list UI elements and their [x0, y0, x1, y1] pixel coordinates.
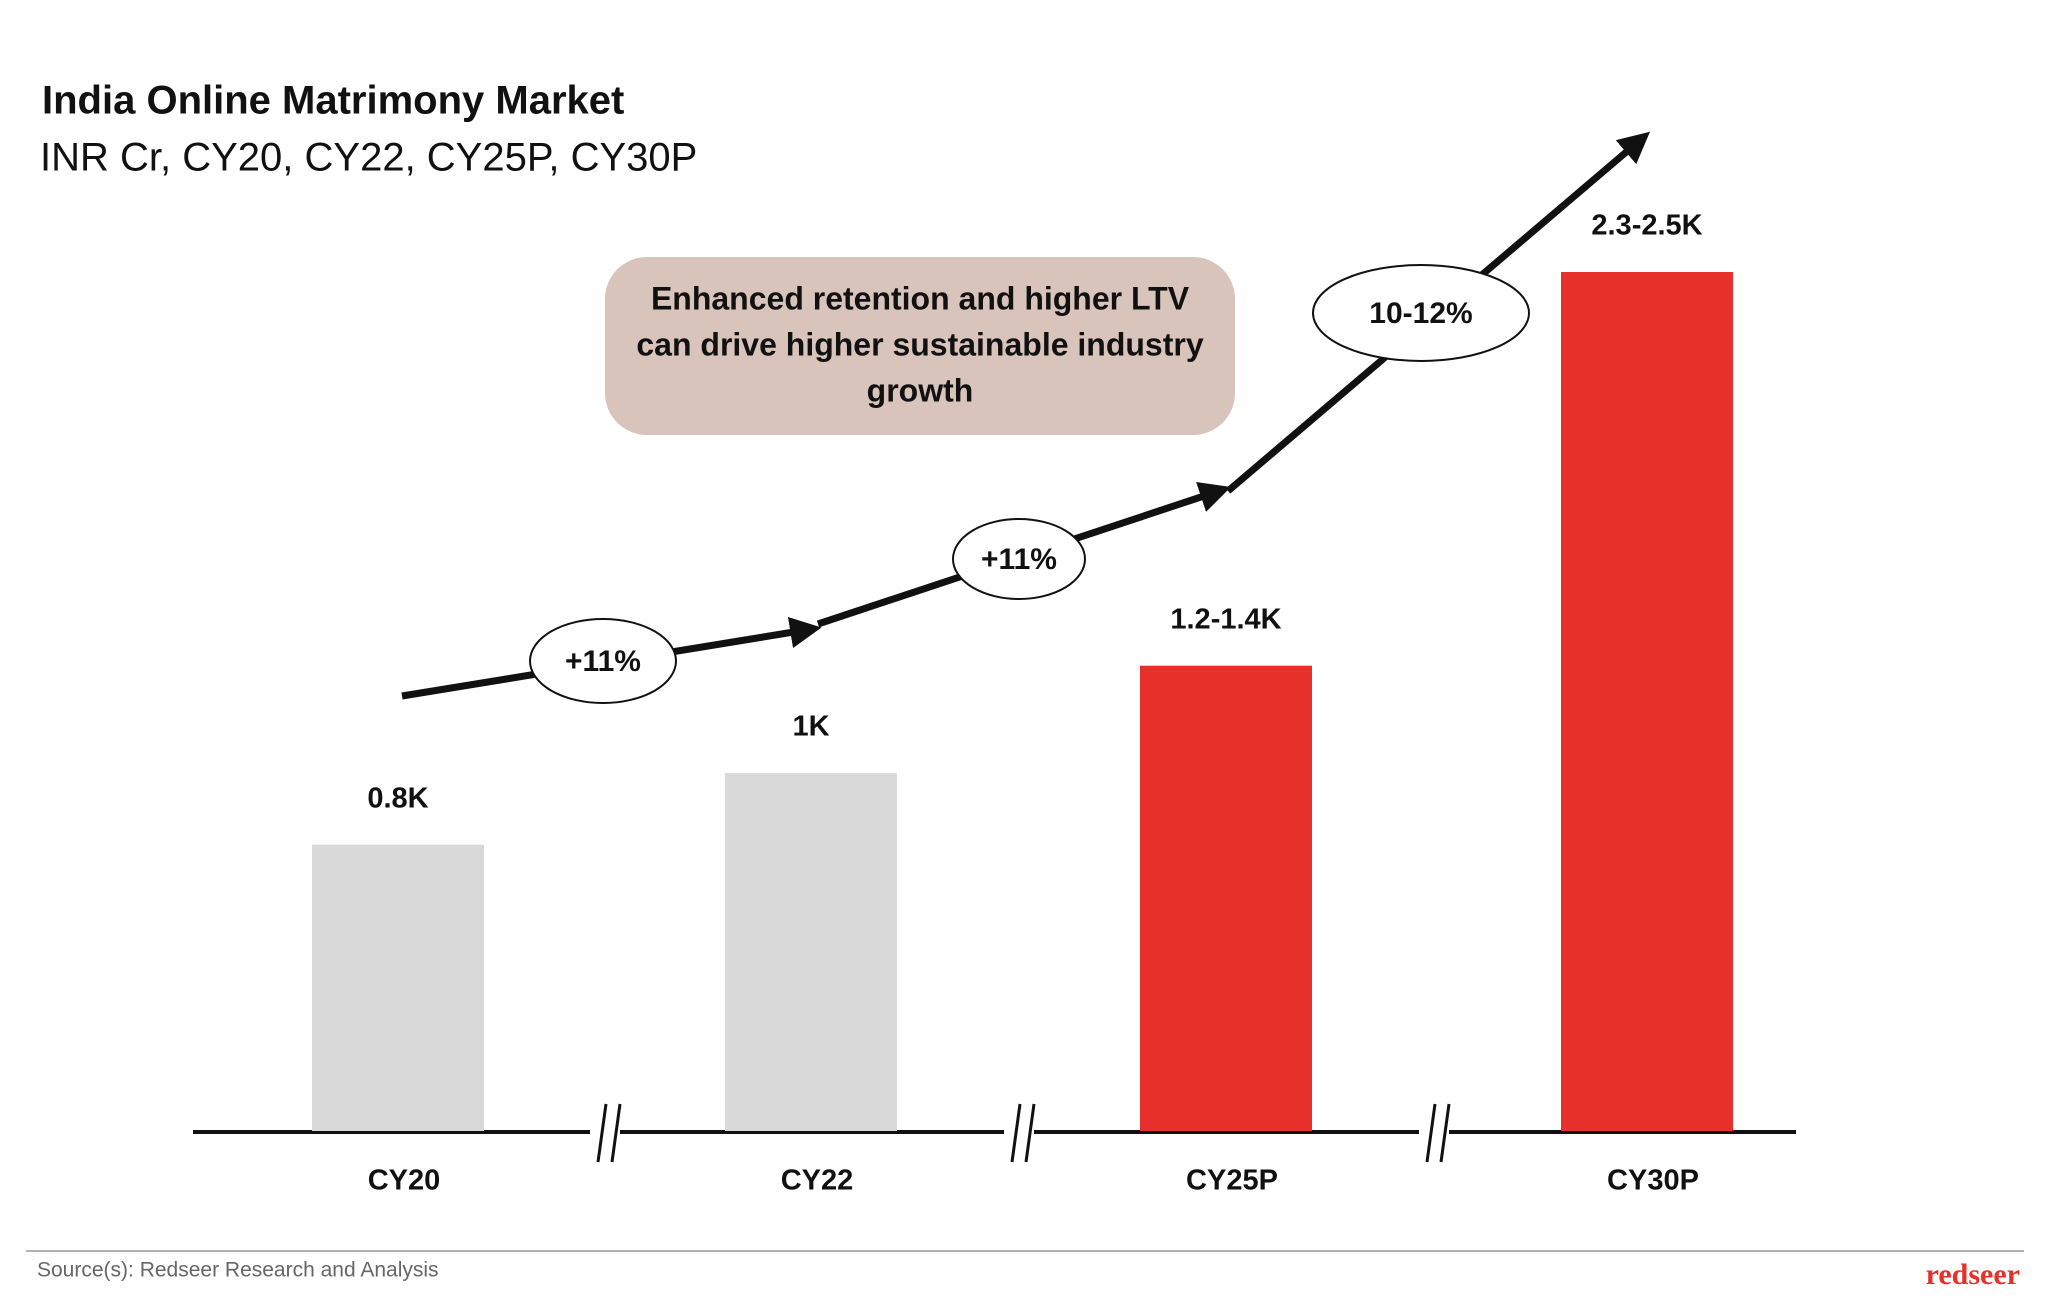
- value-label: 2.3-2.5K: [1591, 210, 1702, 242]
- bar: [1140, 665, 1312, 1131]
- chart-subtitle: INR Cr, CY20, CY22, CY25P, CY30P: [40, 136, 697, 180]
- x-tick-label: CY25P: [1186, 1165, 1278, 1197]
- bar: [312, 844, 484, 1131]
- growth-bubble: [1312, 264, 1530, 362]
- growth-label: +11%: [565, 645, 641, 678]
- bar: [725, 773, 897, 1131]
- value-label: 1K: [792, 711, 829, 743]
- callout-text: growth: [867, 372, 974, 408]
- axis-breaks: [590, 1103, 1451, 1163]
- growth-bubble: [529, 618, 677, 704]
- x-tick-label: CY22: [781, 1165, 854, 1197]
- bar: [1561, 272, 1733, 1131]
- x-tick-label: CY20: [368, 1165, 441, 1197]
- x-tick-label: CY30P: [1607, 1165, 1699, 1197]
- callout-box: [605, 257, 1235, 435]
- growth-label: 10-12%: [1369, 297, 1472, 330]
- callout-text: Enhanced retention and higher LTV: [651, 280, 1190, 316]
- callout-text: can drive higher sustainable industry: [636, 326, 1203, 362]
- value-label: 1.2-1.4K: [1170, 603, 1281, 635]
- growth-label: +11%: [981, 543, 1057, 576]
- source-note: Source(s): Redseer Research and Analysis: [37, 1259, 439, 1282]
- value-label: 0.8K: [367, 782, 428, 814]
- logo: redseer: [1926, 1258, 2020, 1291]
- chart-title: India Online Matrimony Market: [42, 79, 624, 123]
- growth-bubble: [952, 518, 1086, 600]
